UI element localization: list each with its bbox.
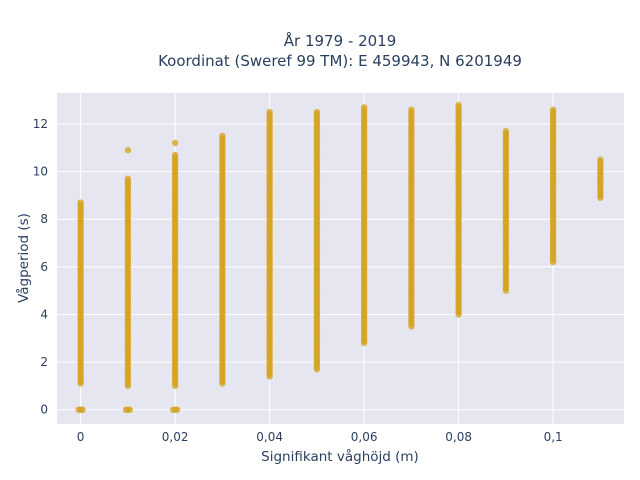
data-point (171, 151, 179, 159)
x-tick-label: 0,08 (445, 430, 472, 444)
data-point (171, 139, 179, 147)
x-tick-label: 0,06 (351, 430, 378, 444)
tick-labels: 0 2 4 6 8 10 12 0 0,02 0,04 0,06 0,08 0,1 (33, 117, 563, 444)
data-points (75, 101, 604, 413)
y-tick-label: 10 (33, 165, 48, 179)
chart-title-line-2: Koordinat (Sweref 99 TM): E 459943, N 62… (158, 52, 522, 70)
data-point (124, 146, 132, 154)
x-tick-label: 0,1 (544, 430, 563, 444)
data-point (455, 101, 462, 109)
data-point (313, 108, 321, 116)
data-point (219, 132, 226, 140)
x-axis-title: Signifikant våghöjd (m) (261, 448, 419, 465)
data-point (502, 127, 510, 135)
x-tick-label: 0 (77, 430, 85, 444)
data-point (173, 406, 181, 413)
data-point (408, 106, 415, 113)
y-tick-label: 12 (33, 117, 48, 131)
x-tick-label: 0,02 (162, 430, 189, 444)
y-tick-label: 4 (40, 307, 48, 321)
chart-title-line-1: År 1979 - 2019 (284, 31, 397, 50)
y-axis-title: Vågperiod (s) (15, 213, 32, 303)
x-tick-label: 0,04 (256, 430, 283, 444)
data-point (597, 156, 604, 163)
data-point (266, 108, 273, 116)
y-tick-label: 6 (40, 260, 48, 274)
data-point (79, 406, 86, 413)
y-tick-label: 0 (40, 403, 48, 417)
y-tick-label: 2 (40, 355, 48, 369)
data-point (124, 175, 132, 182)
data-point (549, 106, 557, 113)
y-tick-label: 8 (40, 212, 48, 226)
data-point (126, 406, 134, 413)
plot-area (57, 93, 624, 424)
data-point (360, 104, 368, 111)
data-point (77, 199, 84, 206)
